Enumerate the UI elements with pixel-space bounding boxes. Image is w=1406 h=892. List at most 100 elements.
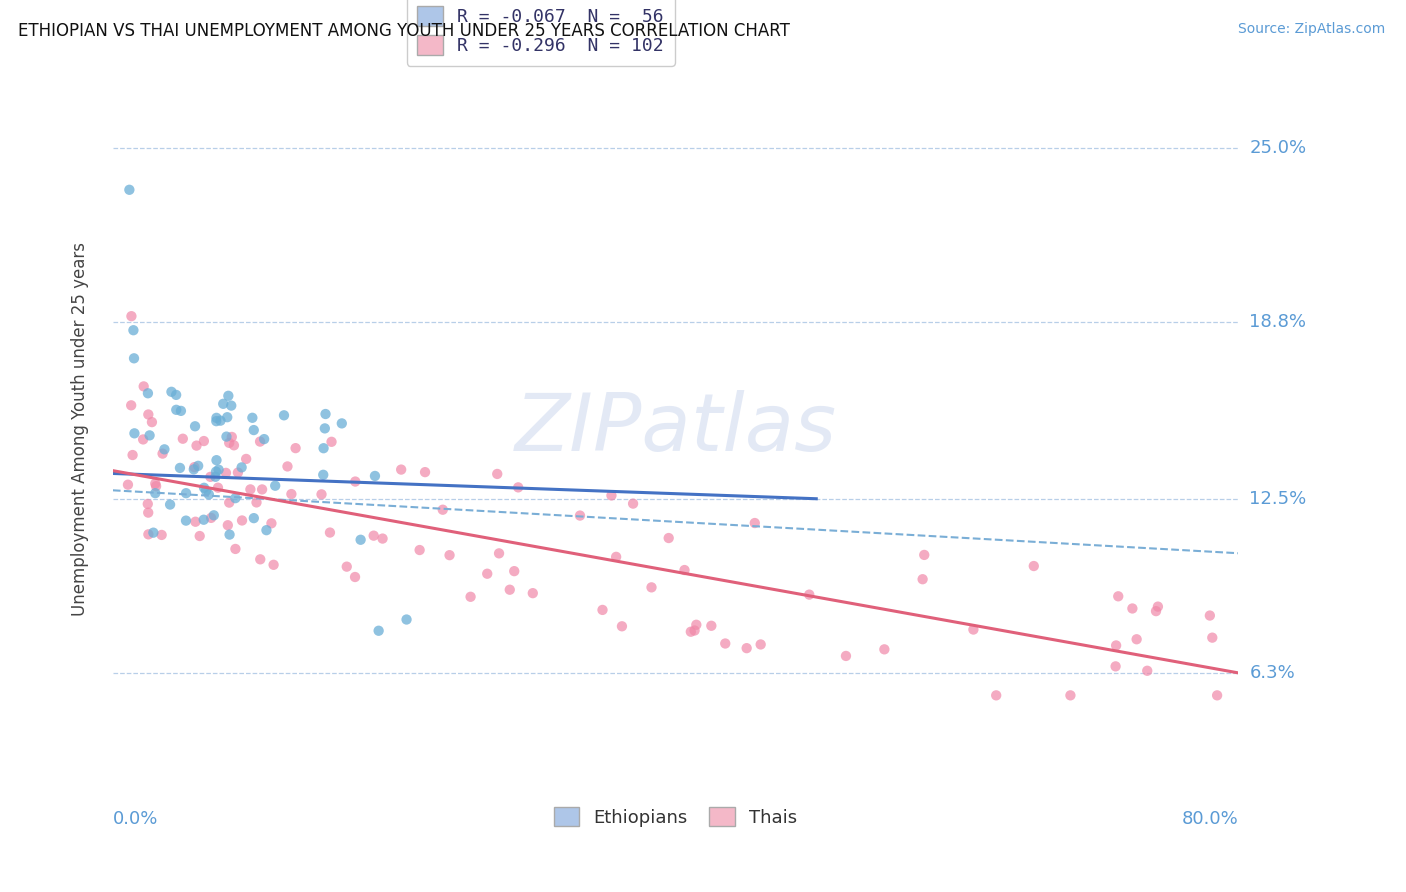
Point [183,462,205,476]
Point [735,641,758,656]
Point [744,516,766,530]
Point [962,623,984,637]
Point [118,183,141,197]
Point [143,486,166,500]
Point [280,487,302,501]
Point [186,439,208,453]
Point [204,470,226,484]
Point [1147,599,1170,614]
Point [1105,639,1128,653]
Point [174,486,197,500]
Point [165,388,187,402]
Point [174,514,197,528]
Point [363,529,385,543]
Point [605,549,627,564]
Point [395,613,418,627]
Point [679,624,702,639]
Point [1104,659,1126,673]
Point [222,438,245,452]
Point [260,516,283,531]
Point [200,511,222,525]
Point [231,513,253,527]
Point [120,398,142,412]
Point [245,495,267,509]
Point [1136,664,1159,678]
Point [264,479,287,493]
Point [165,402,187,417]
Point [184,515,207,529]
Point [986,689,1008,703]
Text: ETHIOPIAN VS THAI UNEMPLOYMENT AMONG YOUTH UNDER 25 YEARS CORRELATION CHART: ETHIOPIAN VS THAI UNEMPLOYMENT AMONG YOU… [18,22,790,40]
Point [263,558,285,572]
Point [486,467,509,481]
Point [224,541,246,556]
Point [218,495,240,509]
Point [312,467,335,482]
Point [503,564,526,578]
Text: Source: ZipAtlas.com: Source: ZipAtlas.com [1237,22,1385,37]
Point [184,419,207,434]
Point [249,552,271,566]
Point [215,429,238,443]
Point [117,477,139,491]
Point [217,410,239,425]
Point [439,548,461,562]
Point [389,462,412,476]
Point [224,491,246,505]
Point [336,559,359,574]
Point [284,441,307,455]
Point [408,543,430,558]
Point [477,566,499,581]
Point [432,502,454,516]
Point [911,572,934,586]
Point [312,441,335,455]
Point [231,460,253,475]
Point [344,475,367,489]
Y-axis label: Unemployment Among Youth under 25 years: Unemployment Among Youth under 25 years [72,242,89,615]
Point [413,465,436,479]
Text: 12.5%: 12.5% [1250,490,1306,508]
Point [1107,589,1129,603]
Point [150,528,173,542]
Point [160,384,183,399]
Point [124,426,146,441]
Point [141,415,163,429]
Point [488,546,510,560]
Text: 80.0%: 80.0% [1181,810,1239,828]
Point [592,603,614,617]
Point [143,476,166,491]
Point [499,582,522,597]
Point [330,417,353,431]
Text: 25.0%: 25.0% [1250,138,1306,157]
Legend: Ethiopians, Thais: Ethiopians, Thais [547,799,804,834]
Point [152,447,174,461]
Point [138,428,160,442]
Point [253,432,276,446]
Point [683,624,706,638]
Point [314,421,336,435]
Point [321,434,343,449]
Point [205,410,228,425]
Point [315,407,337,421]
Point [153,442,176,457]
Point [187,458,209,473]
Point [205,414,228,428]
Point [1125,632,1147,647]
Point [136,386,159,401]
Point [200,470,222,484]
Point [349,533,371,547]
Point [142,525,165,540]
Point [1022,559,1045,574]
Point [159,498,181,512]
Point [344,570,367,584]
Point [122,323,145,337]
Point [188,529,211,543]
Point [226,466,249,480]
Point [1059,689,1081,703]
Point [714,636,737,650]
Point [364,469,387,483]
Point [371,532,394,546]
Point [508,480,530,494]
Point [243,511,266,525]
Point [700,619,723,633]
